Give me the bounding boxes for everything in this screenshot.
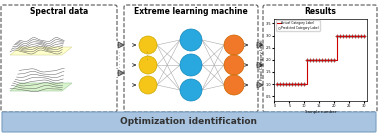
Circle shape [139, 56, 157, 74]
Predicted Category Label: (19, 2): (19, 2) [329, 59, 333, 61]
Y-axis label: Food Category Label: Food Category Label [260, 40, 264, 80]
Actual Category Label: (30, 3): (30, 3) [362, 35, 366, 36]
Text: · · ·: · · · [146, 51, 150, 59]
Line: Predicted Category Label: Predicted Category Label [276, 34, 365, 85]
Actual Category Label: (11, 2): (11, 2) [305, 59, 310, 61]
Actual Category Label: (5, 1): (5, 1) [287, 83, 292, 85]
Predicted Category Label: (24, 3): (24, 3) [344, 35, 349, 36]
Actual Category Label: (9, 1): (9, 1) [299, 83, 304, 85]
Actual Category Label: (6, 1): (6, 1) [290, 83, 294, 85]
Predicted Category Label: (23, 3): (23, 3) [341, 35, 345, 36]
Predicted Category Label: (30, 3): (30, 3) [362, 35, 366, 36]
Actual Category Label: (29, 3): (29, 3) [359, 35, 363, 36]
Actual Category Label: (8, 1): (8, 1) [296, 83, 301, 85]
Actual Category Label: (24, 3): (24, 3) [344, 35, 349, 36]
Actual Category Label: (13, 2): (13, 2) [311, 59, 316, 61]
Predicted Category Label: (27, 3): (27, 3) [353, 35, 357, 36]
Actual Category Label: (19, 2): (19, 2) [329, 59, 333, 61]
Text: Spectral data: Spectral data [30, 7, 88, 16]
Predicted Category Label: (17, 2): (17, 2) [323, 59, 327, 61]
Text: · · · · · ·: · · · · · · [118, 51, 124, 67]
FancyBboxPatch shape [263, 5, 377, 112]
Text: Optimization identification: Optimization identification [121, 117, 257, 126]
Predicted Category Label: (4, 1): (4, 1) [284, 83, 289, 85]
Polygon shape [10, 83, 72, 91]
X-axis label: Sample number: Sample number [305, 110, 336, 114]
Predicted Category Label: (15, 2): (15, 2) [317, 59, 322, 61]
FancyBboxPatch shape [2, 112, 376, 132]
Predicted Category Label: (6, 1): (6, 1) [290, 83, 294, 85]
Actual Category Label: (14, 2): (14, 2) [314, 59, 319, 61]
Actual Category Label: (2, 1): (2, 1) [278, 83, 283, 85]
Circle shape [139, 36, 157, 54]
Predicted Category Label: (5, 1): (5, 1) [287, 83, 292, 85]
Circle shape [180, 79, 202, 101]
Actual Category Label: (27, 3): (27, 3) [353, 35, 357, 36]
Predicted Category Label: (29, 3): (29, 3) [359, 35, 363, 36]
Legend: Actual Category Label, Predicted Category Label: Actual Category Label, Predicted Categor… [276, 20, 320, 31]
Actual Category Label: (23, 3): (23, 3) [341, 35, 345, 36]
Circle shape [180, 54, 202, 76]
Predicted Category Label: (11, 2): (11, 2) [305, 59, 310, 61]
Actual Category Label: (20, 2): (20, 2) [332, 59, 336, 61]
Predicted Category Label: (7, 1): (7, 1) [293, 83, 297, 85]
Polygon shape [10, 47, 72, 55]
Actual Category Label: (4, 1): (4, 1) [284, 83, 289, 85]
Circle shape [224, 35, 244, 55]
Predicted Category Label: (13, 2): (13, 2) [311, 59, 316, 61]
Predicted Category Label: (22, 3): (22, 3) [338, 35, 342, 36]
Line: Actual Category Label: Actual Category Label [277, 36, 364, 84]
Predicted Category Label: (2, 1): (2, 1) [278, 83, 283, 85]
Actual Category Label: (16, 2): (16, 2) [320, 59, 324, 61]
Predicted Category Label: (1, 1): (1, 1) [275, 83, 280, 85]
Actual Category Label: (18, 2): (18, 2) [326, 59, 330, 61]
Actual Category Label: (26, 3): (26, 3) [350, 35, 354, 36]
Predicted Category Label: (9, 1): (9, 1) [299, 83, 304, 85]
Actual Category Label: (22, 3): (22, 3) [338, 35, 342, 36]
Actual Category Label: (3, 1): (3, 1) [281, 83, 286, 85]
FancyBboxPatch shape [124, 5, 258, 112]
Actual Category Label: (17, 2): (17, 2) [323, 59, 327, 61]
Circle shape [180, 29, 202, 51]
Actual Category Label: (10, 1): (10, 1) [302, 83, 307, 85]
Predicted Category Label: (14, 2): (14, 2) [314, 59, 319, 61]
Actual Category Label: (1, 1): (1, 1) [275, 83, 280, 85]
Actual Category Label: (7, 1): (7, 1) [293, 83, 297, 85]
Predicted Category Label: (12, 2): (12, 2) [308, 59, 313, 61]
Predicted Category Label: (21, 3): (21, 3) [335, 35, 339, 36]
Predicted Category Label: (10, 1): (10, 1) [302, 83, 307, 85]
Actual Category Label: (25, 3): (25, 3) [347, 35, 352, 36]
Predicted Category Label: (16, 2): (16, 2) [320, 59, 324, 61]
Circle shape [224, 75, 244, 95]
FancyBboxPatch shape [1, 5, 117, 112]
Predicted Category Label: (8, 1): (8, 1) [296, 83, 301, 85]
Actual Category Label: (15, 2): (15, 2) [317, 59, 322, 61]
Predicted Category Label: (26, 3): (26, 3) [350, 35, 354, 36]
Predicted Category Label: (18, 2): (18, 2) [326, 59, 330, 61]
Predicted Category Label: (3, 1): (3, 1) [281, 83, 286, 85]
Circle shape [224, 55, 244, 75]
Circle shape [139, 76, 157, 94]
Actual Category Label: (12, 2): (12, 2) [308, 59, 313, 61]
Predicted Category Label: (20, 2): (20, 2) [332, 59, 336, 61]
Actual Category Label: (21, 3): (21, 3) [335, 35, 339, 36]
Predicted Category Label: (25, 3): (25, 3) [347, 35, 352, 36]
Predicted Category Label: (28, 3): (28, 3) [356, 35, 360, 36]
Text: Extreme learning machine: Extreme learning machine [134, 7, 248, 16]
Text: Results: Results [304, 7, 336, 16]
Actual Category Label: (28, 3): (28, 3) [356, 35, 360, 36]
